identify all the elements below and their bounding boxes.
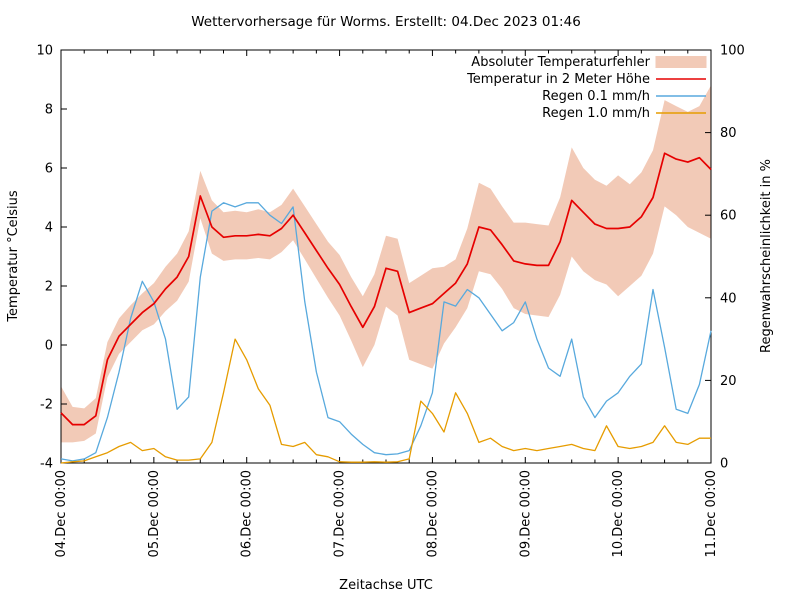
y-right-tick-label: 40 xyxy=(720,291,737,306)
legend-label-error-band: Absoluter Temperaturfehler xyxy=(471,55,650,70)
y-right-tick-label: 100 xyxy=(720,44,745,59)
x-tick-label: 04.Dec 00:00 xyxy=(54,470,69,557)
legend-swatch-error-band xyxy=(655,56,707,68)
legend: Absoluter Temperaturfehler Temperatur in… xyxy=(466,55,707,121)
rain-01-line xyxy=(60,202,712,462)
legend-label-rain-01: Regen 0.1 mm/h xyxy=(542,89,650,104)
y-right-tick-label: 80 xyxy=(720,126,737,141)
y-left-tick-label: -2 xyxy=(40,398,53,413)
x-axis-label: Zeitachse UTC xyxy=(339,578,433,593)
y-left-tick-label: 10 xyxy=(36,44,53,59)
temperature-line xyxy=(60,152,712,426)
chart-title: Wettervorhersage für Worms. Erstellt: 04… xyxy=(191,14,581,30)
x-tick-label: 08.Dec 00:00 xyxy=(425,470,440,557)
y-right-tick-label: 20 xyxy=(720,374,737,389)
y-axis-left-label: Temperatur °Celsius xyxy=(6,190,21,323)
y-right-tick-label: 0 xyxy=(720,457,728,472)
y-left-tick-label: 4 xyxy=(45,221,53,236)
x-tick-label: 09.Dec 00:00 xyxy=(518,470,533,557)
y-left-tick-label: 2 xyxy=(45,280,53,295)
y-left-tick-label: 0 xyxy=(45,339,53,354)
x-tick-label: 05.Dec 00:00 xyxy=(147,470,162,557)
x-tick-label: 07.Dec 00:00 xyxy=(333,470,348,557)
error-band-area xyxy=(61,85,711,443)
x-tick-label: 11.Dec 00:00 xyxy=(704,470,719,557)
x-tick-label: 06.Dec 00:00 xyxy=(240,470,255,557)
legend-label-temperature: Temperatur in 2 Meter Höhe xyxy=(466,72,650,87)
rain-10-line xyxy=(60,338,711,464)
y-left-tick-label: -4 xyxy=(40,457,53,472)
y-left-tick-label: 6 xyxy=(45,162,53,177)
legend-label-rain-10: Regen 1.0 mm/h xyxy=(542,106,650,121)
y-axis-right-label: Regenwahrscheinlichkeit in % xyxy=(759,159,774,353)
y-left-tick-label: 8 xyxy=(45,103,53,118)
y-right-tick-label: 60 xyxy=(720,209,737,224)
x-tick-label: 10.Dec 00:00 xyxy=(611,470,626,557)
